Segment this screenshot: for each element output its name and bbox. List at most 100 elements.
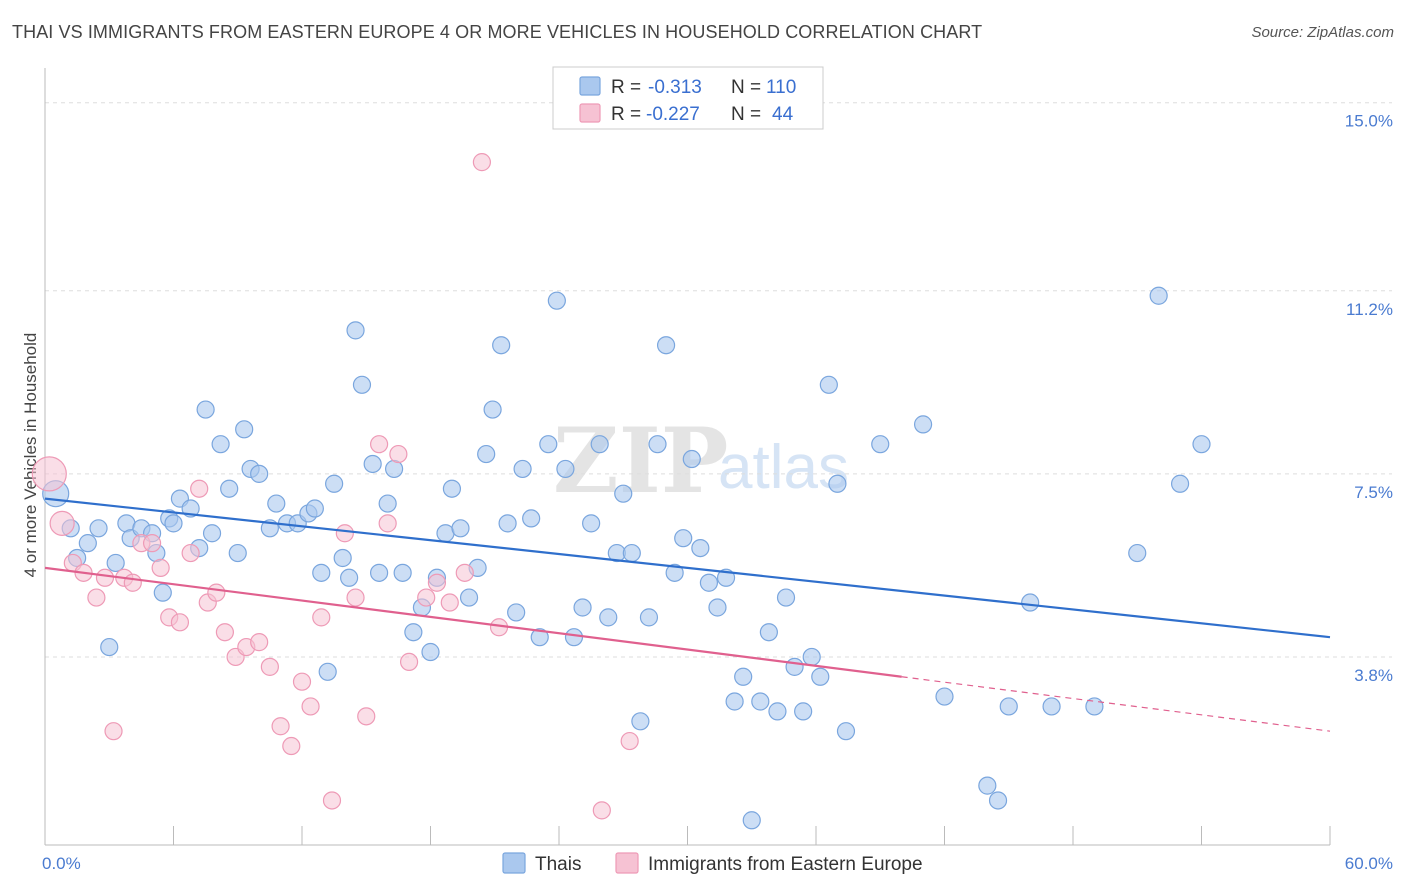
thai-point (370, 563, 389, 582)
imm-trend-extension (901, 676, 1331, 732)
legend-imm-n-value: 44 (772, 104, 794, 125)
bottom-legend-imm-swatch (615, 852, 639, 874)
thai-point (404, 623, 423, 642)
thai-point (442, 479, 462, 498)
y-tick-label: 7.5% (1354, 483, 1393, 502)
watermark-atlas: atlas (718, 433, 849, 502)
thai-point (483, 400, 502, 419)
thai-point (811, 667, 830, 686)
thai-point (785, 657, 804, 676)
imm-point (49, 510, 75, 536)
thai-point (665, 563, 684, 582)
imm-point (472, 153, 491, 172)
thai-point (734, 667, 753, 686)
thai-point (1170, 474, 1190, 493)
thai-point (393, 563, 412, 582)
thai-point (988, 791, 1008, 810)
imm-point (181, 543, 200, 563)
thai-point (564, 628, 584, 647)
imm-point (250, 633, 269, 652)
thai-point (196, 400, 215, 419)
series-legend: Thais Immigrants from Eastern Europe (502, 852, 923, 875)
thai-point (539, 435, 558, 454)
thai-point (999, 697, 1018, 716)
thai-point (556, 459, 575, 479)
imm-point (215, 623, 234, 642)
watermark-zip: ZIP (553, 408, 728, 514)
x-tick-label-max: 60.0% (1345, 854, 1393, 873)
thai-point (498, 514, 517, 533)
imm-point (104, 722, 123, 741)
imm-point (312, 608, 331, 627)
thai-point (513, 459, 532, 479)
imm-trend-line (44, 566, 902, 678)
thai-point (599, 608, 618, 627)
series-immigrants-points (31, 153, 639, 820)
thai-point (742, 811, 761, 830)
thai-point (305, 499, 324, 518)
thai-point (164, 514, 183, 533)
thai-point (421, 642, 440, 662)
thai-point (622, 543, 641, 563)
thai-point (250, 464, 269, 483)
thai-point (346, 321, 365, 340)
thai-point (614, 484, 633, 503)
legend-thai-swatch (579, 76, 601, 96)
bottom-legend-thai-swatch (502, 852, 526, 874)
thai-point (674, 529, 693, 548)
thai-point (312, 563, 331, 582)
imm-point (301, 697, 320, 716)
imm-point (207, 583, 226, 602)
imm-point (95, 568, 115, 587)
imm-point (87, 588, 106, 607)
thai-point (352, 375, 372, 394)
thai-point (363, 454, 382, 474)
thai-point (751, 692, 770, 711)
thai-point (682, 449, 701, 469)
source-credit: Source: ZipAtlas.com (1251, 24, 1394, 41)
thai-point (1128, 543, 1147, 563)
thai-point (725, 692, 744, 711)
x-tick-label-min: 0.0% (42, 854, 81, 873)
imm-point (417, 588, 436, 607)
imm-point (335, 524, 354, 543)
thai-point (507, 603, 526, 622)
thai-point (106, 553, 125, 573)
thai-point (235, 420, 254, 439)
thai-point (153, 583, 172, 602)
thai-point (708, 598, 727, 617)
bottom-legend-thai-label: Thais (535, 854, 581, 875)
axes (44, 68, 1331, 846)
thai-point (1192, 435, 1211, 454)
thai-point (1021, 593, 1040, 612)
thai-point (656, 336, 676, 355)
imm-point (123, 573, 142, 592)
thai-point (582, 514, 601, 533)
imm-point (271, 717, 290, 736)
imm-point (260, 657, 279, 676)
imm-point (389, 444, 408, 464)
thai-point (340, 568, 359, 587)
imm-point (31, 456, 67, 492)
thai-point (978, 776, 997, 795)
thai-point (573, 598, 592, 617)
thai-point (828, 474, 847, 493)
thai-point (699, 573, 719, 592)
thai-point (871, 435, 890, 454)
legend-thai-r-label: R = (611, 77, 641, 98)
y-tick-label: 11.2% (1346, 300, 1393, 319)
legend-thai-n-label: N = (731, 77, 761, 98)
thai-point (590, 435, 609, 454)
thai-point (267, 494, 286, 513)
correlation-legend: R = -0.313 N = 110 R = -0.227 N = 44 (552, 66, 824, 130)
trend-lines (44, 497, 1331, 732)
imm-point (592, 801, 611, 820)
thai-point (78, 534, 97, 553)
legend-thai-n-value: 110 (766, 77, 796, 98)
legend-imm-r-value: -0.227 (646, 104, 700, 125)
thai-point (935, 687, 954, 706)
y-tick-label: 3.8% (1354, 666, 1393, 685)
legend-imm-r-label: R = (611, 104, 641, 125)
imm-point (322, 791, 342, 810)
imm-point (620, 731, 639, 751)
